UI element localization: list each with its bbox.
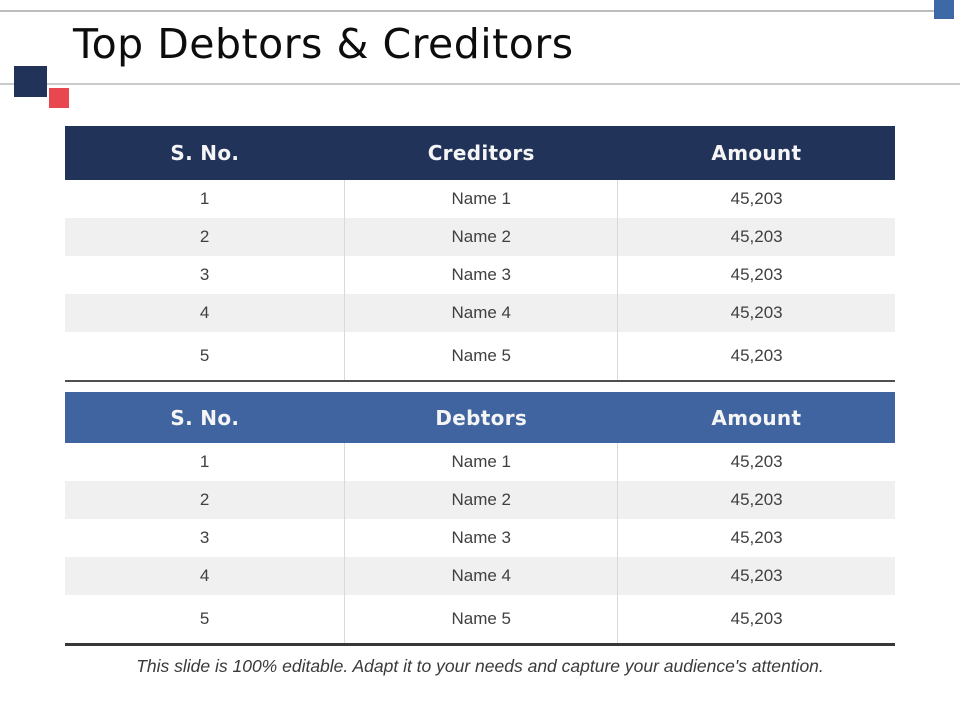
table-cell: 45,203 xyxy=(617,218,895,256)
table-cell: 2 xyxy=(65,481,345,519)
table-cell: Name 4 xyxy=(344,557,618,595)
table-cell: 4 xyxy=(65,557,345,595)
column-header-debtors: Debtors xyxy=(344,392,618,443)
debtors-header-row: S. No. Debtors Amount xyxy=(65,392,895,443)
column-header-amount: Amount xyxy=(617,392,895,443)
table-cell: Name 3 xyxy=(344,256,618,294)
table-row: 3 Name 3 45,203 xyxy=(65,519,895,557)
table-row: 1 Name 1 45,203 xyxy=(65,180,895,218)
table-cell: 1 xyxy=(65,180,345,218)
table-cell: 45,203 xyxy=(617,481,895,519)
footer-note: This slide is 100% editable. Adapt it to… xyxy=(136,656,824,676)
table-cell: 1 xyxy=(65,443,345,481)
table-cell: 3 xyxy=(65,256,345,294)
corner-accent-square xyxy=(934,0,954,19)
table-cell: 5 xyxy=(65,332,345,381)
creditors-header-row: S. No. Creditors Amount xyxy=(65,126,895,180)
top-rule xyxy=(0,10,934,12)
table-cell: Name 1 xyxy=(344,180,618,218)
title-underline xyxy=(0,83,960,85)
table-row: 5 Name 5 45,203 xyxy=(65,595,895,645)
table-cell: 3 xyxy=(65,519,345,557)
table-cell: 2 xyxy=(65,218,345,256)
table-row: 1 Name 1 45,203 xyxy=(65,443,895,481)
column-header-creditors: Creditors xyxy=(344,126,618,180)
table-row: 4 Name 4 45,203 xyxy=(65,557,895,595)
table-row: 2 Name 2 45,203 xyxy=(65,481,895,519)
table-cell: 45,203 xyxy=(617,519,895,557)
table-cell: 45,203 xyxy=(617,294,895,332)
table-row: 2 Name 2 45,203 xyxy=(65,218,895,256)
table-cell: 45,203 xyxy=(617,595,895,645)
table-cell: Name 3 xyxy=(344,519,618,557)
table-row: 5 Name 5 45,203 xyxy=(65,332,895,381)
table-cell: Name 5 xyxy=(344,595,618,645)
table-cell: Name 2 xyxy=(344,481,618,519)
table-row: 4 Name 4 45,203 xyxy=(65,294,895,332)
red-accent-square xyxy=(49,88,69,108)
table-cell: 4 xyxy=(65,294,345,332)
table-cell: 45,203 xyxy=(617,557,895,595)
table-cell: 45,203 xyxy=(617,332,895,381)
table-row: 3 Name 3 45,203 xyxy=(65,256,895,294)
column-header-sno: S. No. xyxy=(65,392,345,443)
table-cell: 45,203 xyxy=(617,256,895,294)
table-cell: 5 xyxy=(65,595,345,645)
column-header-amount: Amount xyxy=(617,126,895,180)
navy-accent-square xyxy=(14,66,47,97)
table-cell: Name 1 xyxy=(344,443,618,481)
table-cell: Name 5 xyxy=(344,332,618,381)
table-cell: 45,203 xyxy=(617,443,895,481)
table-cell: Name 2 xyxy=(344,218,618,256)
creditors-table: S. No. Creditors Amount 1 Name 1 45,203 … xyxy=(65,126,895,382)
table-cell: Name 4 xyxy=(344,294,618,332)
page-title: Top Debtors & Creditors xyxy=(73,20,574,68)
column-header-sno: S. No. xyxy=(65,126,345,180)
table-cell: 45,203 xyxy=(617,180,895,218)
debtors-table: S. No. Debtors Amount 1 Name 1 45,203 2 … xyxy=(65,392,895,646)
